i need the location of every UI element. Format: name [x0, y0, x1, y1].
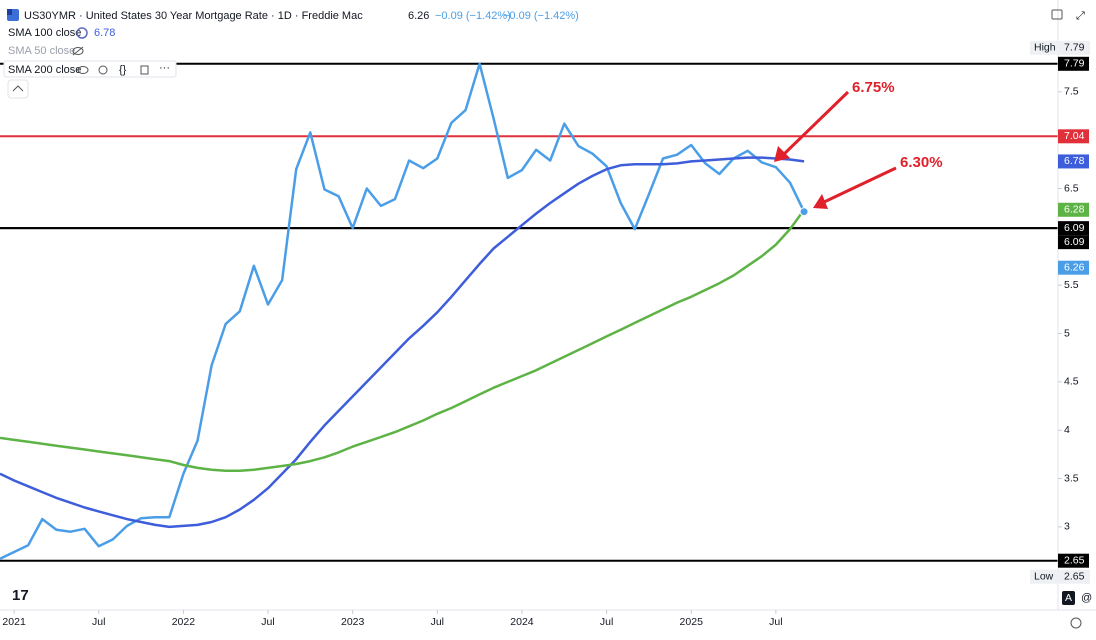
x-tick-label: 2023 [341, 616, 365, 628]
series-line [0, 156, 805, 529]
price-box-label: 7.04 [1064, 130, 1085, 142]
eye-icon[interactable] [77, 66, 89, 74]
hidden-icon [72, 46, 84, 56]
series-value-box [1058, 260, 1089, 275]
y-tick-label: 3 [1064, 521, 1070, 533]
price-box-label: 2.65 [1064, 554, 1085, 566]
y-tick-label: 7.5 [1064, 86, 1079, 98]
x-tick-label: Jul [600, 616, 613, 628]
annotation-arrow [780, 90, 850, 158]
price-box-label: 7.79 [1064, 58, 1085, 70]
plot-area [0, 62, 1058, 562]
source-icon[interactable]: {} [119, 64, 127, 76]
series-value-box-label: 6.28 [1064, 204, 1085, 216]
y-tick-label: 3.5 [1064, 472, 1079, 484]
fullscreen-icon[interactable]: ⤢ [1076, 10, 1085, 22]
annotation: 6.30% [900, 154, 943, 171]
series-value-box-label: 6.26 [1064, 261, 1085, 273]
x-tick-label: Jul [431, 616, 444, 628]
price-box [1058, 56, 1089, 71]
settings-icon[interactable] [98, 65, 108, 75]
chart-title: US30YMR · United States 30 Year Mortgage… [24, 10, 363, 22]
collapse-icon [12, 85, 24, 92]
arrow-head [813, 194, 828, 209]
x-tick-label: 2024 [510, 616, 534, 628]
flag-icon [7, 9, 12, 15]
low-value: 2.65 [1064, 570, 1085, 582]
last-value: 6.26 [408, 10, 429, 22]
auto-scale-label[interactable]: A [1065, 592, 1072, 604]
series-line [0, 62, 806, 560]
collapse-button[interactable] [7, 79, 29, 99]
y-tick-label: 6.5 [1064, 182, 1079, 194]
x-tick-label: Jul [92, 616, 105, 628]
price-box [1058, 129, 1089, 144]
price-box-label: 6.09 [1064, 222, 1085, 234]
settings-icon[interactable] [1070, 617, 1082, 629]
x-tick-label: 2021 [2, 616, 26, 628]
x-tick-label: Jul [261, 616, 274, 628]
x-tick-label: 2022 [172, 616, 196, 628]
reload-icon[interactable] [76, 27, 88, 39]
x-tick-label: Jul [769, 616, 782, 628]
price-box [1058, 553, 1089, 568]
change: −0.09 (−1.42%) [503, 10, 579, 22]
annotation: 6.75% [852, 79, 895, 96]
indicator-value: 6.78 [94, 27, 115, 39]
indicator-label[interactable]: SMA 100 close [8, 27, 81, 39]
price-box [1058, 221, 1089, 236]
logo: 17 [12, 587, 29, 604]
high-label: High [1034, 42, 1056, 54]
indicator-label[interactable]: SMA 200 close [8, 64, 81, 76]
log-button[interactable]: @ [1081, 592, 1092, 604]
delete-icon[interactable] [140, 65, 149, 75]
high-box [1030, 40, 1090, 55]
y-tick-label: 4.5 [1064, 376, 1079, 388]
series-value-box-label: 6.78 [1064, 155, 1085, 167]
high-value: 7.79 [1064, 42, 1085, 54]
camera-icon[interactable] [1051, 9, 1063, 20]
low-label: Low [1034, 570, 1054, 582]
indicator-row[interactable] [3, 60, 177, 78]
indicator-label[interactable]: SMA 50 close [8, 45, 75, 57]
x-tick-label: 2025 [680, 616, 704, 628]
hidden-icon[interactable] [72, 47, 84, 55]
last-point [799, 207, 809, 217]
change: −0.09 (−1.42%) [435, 10, 511, 22]
arrow-head [774, 146, 790, 162]
y-tick-label: 5 [1064, 327, 1070, 339]
y-tick-label: 5.5 [1064, 279, 1079, 291]
auto-scale-button[interactable] [1062, 591, 1075, 605]
price-box [1058, 235, 1089, 250]
annotation-arrow [821, 166, 897, 205]
series-line [0, 209, 806, 473]
y-tick-label: 4 [1064, 424, 1070, 436]
series-value-box [1058, 154, 1089, 169]
low-box [1030, 569, 1090, 584]
price-box-label: 6.09 [1064, 236, 1085, 248]
series-value-box [1058, 202, 1089, 217]
more-icon[interactable]: ··· [159, 62, 170, 74]
